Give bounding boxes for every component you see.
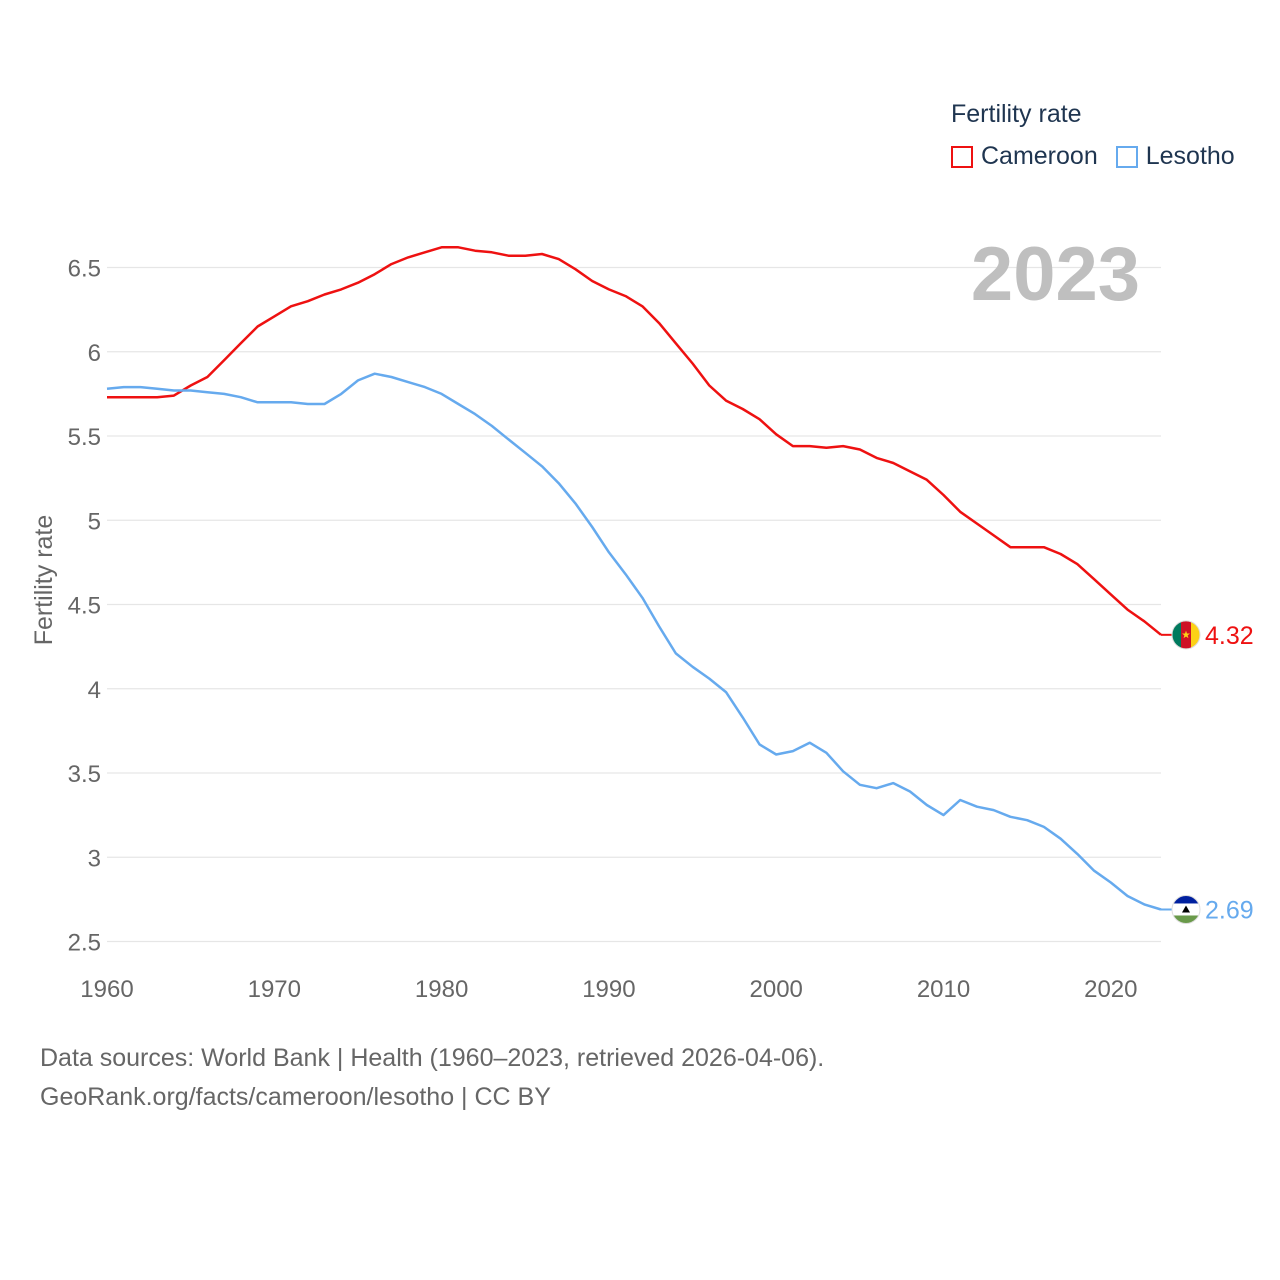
series-lines — [106, 246, 1162, 911]
x-tick-label: 1990 — [582, 976, 635, 1003]
y-tick-label: 2.5 — [68, 930, 101, 957]
y-tick-label: 6.5 — [68, 256, 101, 283]
legend-item-cameroon[interactable]: Cameroon — [951, 142, 1098, 171]
legend: Cameroon Lesotho — [951, 142, 1253, 171]
legend-label-cameroon: Cameroon — [981, 142, 1098, 170]
x-tick-label: 2010 — [917, 976, 970, 1003]
y-axis-ticks: 2.5 3 3.5 4 4.5 5 5.5 6 6.5 — [68, 256, 101, 957]
legend-item-lesotho[interactable]: Lesotho — [1115, 142, 1235, 171]
x-tick-label: 1970 — [248, 976, 301, 1003]
y-tick-label: 4 — [88, 677, 101, 704]
cameroon-flag-icon — [1171, 620, 1201, 650]
legend-label-lesotho: Lesotho — [1145, 142, 1235, 170]
x-tick-label: 1960 — [80, 976, 133, 1003]
y-tick-label: 5.5 — [68, 424, 101, 451]
end-value-label-lesotho: 2.69 — [1205, 896, 1254, 924]
series-line-lesotho — [106, 372, 1162, 911]
legend-title: Fertility rate — [951, 100, 1082, 128]
lesotho-flag-icon — [1171, 894, 1201, 924]
legend-swatch-lesotho — [1115, 145, 1138, 168]
footer-sources: Data sources: World Bank | Health (1960–… — [40, 1044, 825, 1072]
footer-url: GeoRank.org/facts/cameroon/lesotho | CC … — [40, 1083, 551, 1111]
x-axis-ticks: 1960 1970 1980 1990 2000 2010 2020 — [80, 976, 1137, 1003]
y-tick-label: 3.5 — [68, 761, 101, 788]
x-tick-label: 2020 — [1084, 976, 1137, 1003]
series-line-cameroon — [107, 246, 1162, 636]
legend-swatch-cameroon — [951, 145, 973, 168]
end-value-label-cameroon: 4.32 — [1205, 622, 1254, 650]
y-tick-label: 5 — [88, 508, 101, 535]
y-tick-label: 6 — [88, 340, 101, 367]
x-tick-label: 1980 — [415, 976, 468, 1003]
y-tick-label: 4.5 — [68, 593, 101, 620]
y-tick-label: 3 — [88, 845, 101, 872]
gridlines — [107, 266, 1161, 943]
y-axis-title: Fertility rate — [30, 515, 58, 646]
series-end-markers: 4.32 2.69 — [1161, 620, 1254, 924]
year-watermark: 2023 — [971, 232, 1140, 317]
x-tick-label: 2000 — [750, 976, 803, 1003]
